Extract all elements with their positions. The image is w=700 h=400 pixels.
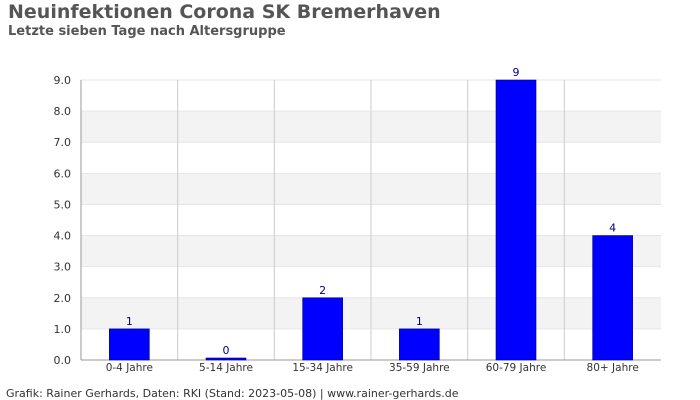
y-tick-label: 8.0 (54, 105, 72, 118)
bar-value-label: 9 (513, 66, 520, 79)
bar-value-label: 1 (126, 315, 133, 328)
bar-value-labels: 1 0 2 1 9 4 (126, 66, 616, 357)
bar-value-label: 2 (319, 284, 326, 297)
y-tick-label: 6.0 (54, 167, 72, 180)
x-tick-label: 0-4 Jahre (106, 362, 153, 374)
bar (495, 79, 537, 361)
y-tick-label: 0.0 (54, 354, 72, 367)
y-tick-label: 2.0 (54, 292, 72, 305)
y-tick-label: 5.0 (54, 198, 72, 211)
bar-value-label: 4 (609, 222, 616, 235)
x-tick-label: 60-79 Jahre (486, 362, 547, 374)
x-tick-label: 35-59 Jahre (389, 362, 450, 374)
y-tick-label: 7.0 (54, 136, 72, 149)
y-tick-label: 3.0 (54, 261, 72, 274)
y-axis-ticks: 0.0 1.0 2.0 3.0 4.0 5.0 6.0 7.0 8.0 9.0 (54, 74, 72, 367)
bar-value-label: 0 (223, 344, 230, 357)
bar (592, 235, 633, 361)
y-tick-label: 1.0 (54, 323, 72, 336)
x-tick-label: 15-34 Jahre (292, 362, 353, 374)
bar-value-label: 1 (416, 315, 423, 328)
bar (205, 357, 247, 361)
x-tick-label: 80+ Jahre (587, 362, 639, 374)
bar (302, 297, 343, 361)
bars (109, 79, 633, 361)
x-axis-ticks: 0-4 Jahre 5-14 Jahre 15-34 Jahre 35-59 Jahr… (106, 362, 639, 374)
bar (399, 328, 440, 361)
chart-title: Neuinfektionen Corona SK Bremerhaven (8, 1, 441, 23)
vertical-gridlines (177, 80, 565, 360)
y-tick-label: 4.0 (54, 230, 72, 243)
bar (109, 328, 150, 361)
chart-subtitle: Letzte sieben Tage nach Altersgruppe (8, 24, 286, 39)
y-tick-label: 9.0 (54, 74, 72, 87)
x-tick-label: 5-14 Jahre (199, 362, 253, 374)
axes (80, 80, 661, 361)
chart-footer: Grafik: Rainer Gerhards, Daten: RKI (Sta… (6, 387, 459, 400)
